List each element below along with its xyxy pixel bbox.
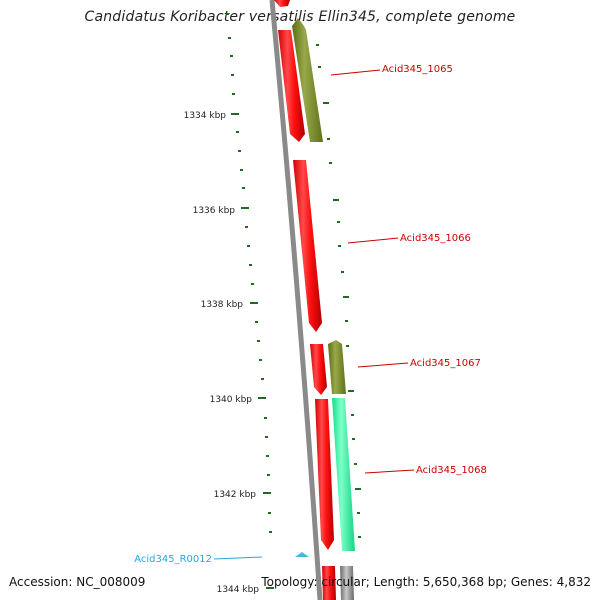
tick-label-1338kbp: 1338 kbp bbox=[201, 300, 244, 310]
map-title: Candidatus Koribacter versatilis Ellin34… bbox=[84, 9, 516, 25]
major-ticks bbox=[231, 113, 274, 589]
forward-cds-feature-2[interactable] bbox=[293, 160, 322, 332]
tick-ring-left bbox=[226, 13, 272, 533]
reverse-cds-feature-4[interactable] bbox=[340, 566, 354, 600]
tick-ring-right bbox=[316, 44, 361, 538]
gene-label-acid345-1066[interactable]: Acid345_1066 bbox=[400, 233, 471, 244]
gene-label-acid345-1065[interactable]: Acid345_1065 bbox=[382, 64, 453, 75]
forward-cds-feature-4[interactable] bbox=[315, 399, 334, 550]
gene-label-acid345-r0012[interactable]: Acid345_R0012 bbox=[134, 554, 212, 565]
tick-label-1342kbp: 1342 kbp bbox=[214, 490, 257, 500]
tick-label-1336kbp: 1336 kbp bbox=[193, 206, 236, 216]
label-leader-lines bbox=[213, 69, 415, 560]
rna-feature-marker[interactable] bbox=[295, 552, 309, 557]
tick-label-1340kbp: 1340 kbp bbox=[210, 395, 253, 405]
forward-cds-feature-1[interactable] bbox=[278, 30, 305, 142]
reverse-cds-feature-1[interactable] bbox=[292, 18, 323, 142]
reverse-strand-features bbox=[292, 18, 355, 600]
gene-label-acid345-1067[interactable]: Acid345_1067 bbox=[410, 358, 481, 369]
gene-label-acid345-1068[interactable]: Acid345_1068 bbox=[416, 465, 487, 476]
accession-text: Accession: NC_008009 bbox=[9, 575, 146, 589]
tick-label-1334kbp: 1334 kbp bbox=[184, 111, 227, 121]
forward-strand-features bbox=[274, 0, 336, 600]
reverse-cds-feature-3[interactable] bbox=[332, 398, 355, 551]
tick-label-1344kbp: 1344 kbp bbox=[217, 585, 260, 595]
genome-summary-text: Topology: circular; Length: 5,650,368 bp… bbox=[261, 575, 591, 589]
forward-cds-feature-5[interactable] bbox=[322, 566, 336, 600]
genome-backbone bbox=[269, 0, 323, 600]
reverse-cds-feature-2[interactable] bbox=[328, 340, 346, 394]
forward-cds-feature-3[interactable] bbox=[310, 344, 327, 395]
forward-cds-feature-top-stub[interactable] bbox=[274, 0, 290, 7]
